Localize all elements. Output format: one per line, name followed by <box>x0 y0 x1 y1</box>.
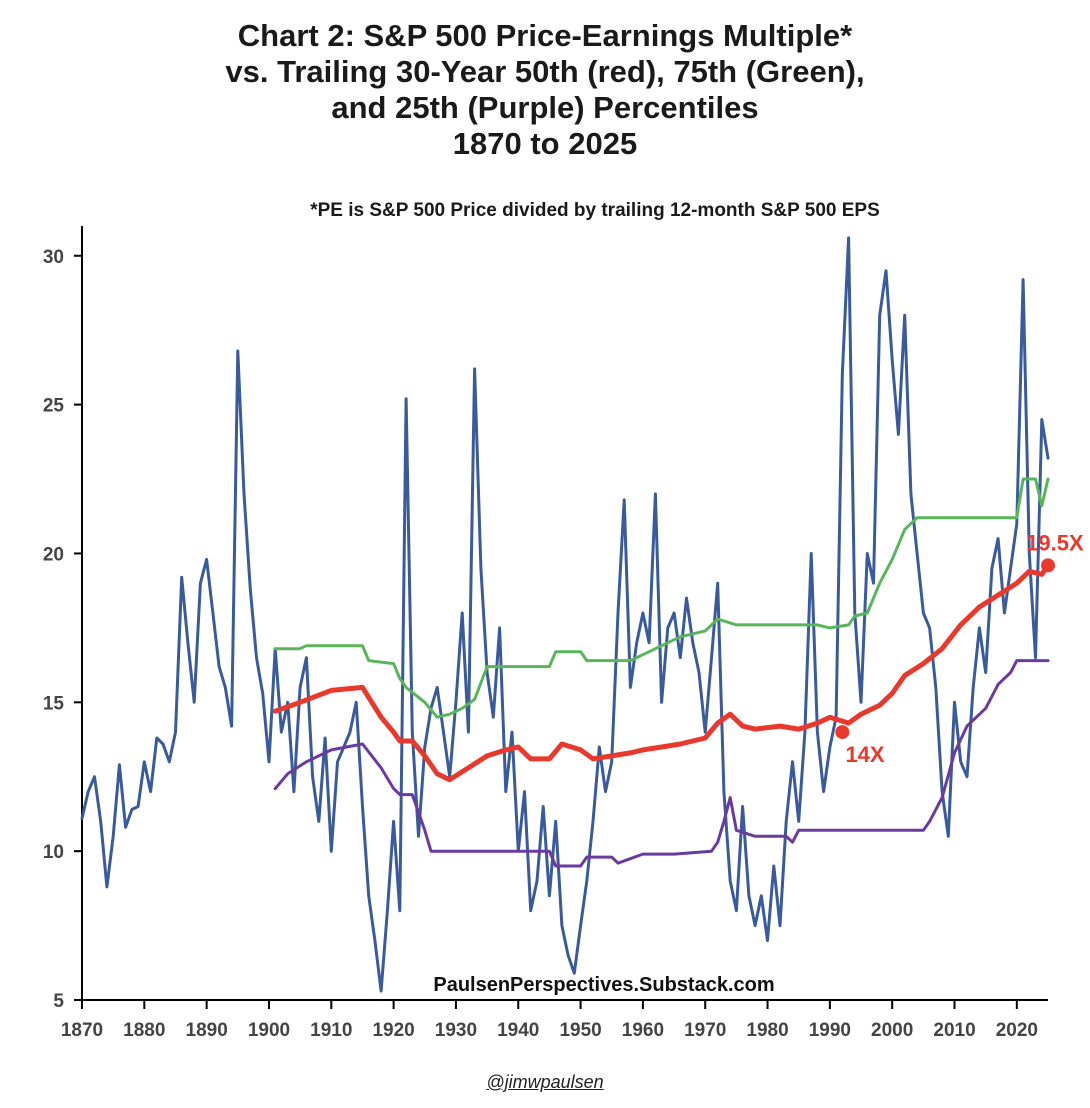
percentile-50-line <box>272 562 1051 783</box>
percentile-25-line <box>273 659 1050 868</box>
x-tick-label-1890: 1890 <box>186 1020 228 1041</box>
x-tick-label-1910: 1910 <box>310 1020 352 1041</box>
chart-title-line-3: and 25th (Purple) Percentiles <box>331 90 759 125</box>
y-tick-label-10: 10 <box>43 842 64 863</box>
x-tick-label-1900: 1900 <box>248 1020 290 1041</box>
marker-dot-0 <box>835 725 850 740</box>
x-tick-label-1940: 1940 <box>497 1020 539 1041</box>
x-tick-label-2020: 2020 <box>996 1020 1038 1041</box>
pe-line <box>80 236 1050 993</box>
y-tick-label-5: 5 <box>53 991 64 1012</box>
annotation-0: 14X <box>845 742 884 767</box>
x-tick-label-1870: 1870 <box>61 1020 103 1041</box>
x-tick-label-1930: 1930 <box>435 1020 477 1041</box>
x-tick-label-2000: 2000 <box>871 1020 913 1041</box>
chart-title-line-1: Chart 2: S&P 500 Price-Earnings Multiple… <box>237 18 853 53</box>
marker-dot-1 <box>1041 558 1055 573</box>
y-tick-label-25: 25 <box>43 396 65 417</box>
x-tick-label-1970: 1970 <box>684 1020 726 1041</box>
x-tick-label-1880: 1880 <box>123 1020 165 1041</box>
x-tick-label-1980: 1980 <box>746 1020 788 1041</box>
percentile-75-line <box>273 477 1050 719</box>
x-tick-label-1950: 1950 <box>559 1020 601 1041</box>
chart-markers: 14X 19.5X <box>835 530 1084 767</box>
chart-series <box>80 236 1051 993</box>
y-tick-label-30: 30 <box>43 247 64 268</box>
y-tick-label-20: 20 <box>43 544 64 565</box>
y-tick-label-15: 15 <box>43 693 65 714</box>
watermark-text: PaulsenPerspectives.Substack.com <box>433 974 774 996</box>
x-tick-label-1990: 1990 <box>809 1020 851 1041</box>
x-tick-label-2010: 2010 <box>933 1020 975 1041</box>
chart-title-line-2: vs. Trailing 30-Year 50th (red), 75th (G… <box>225 54 865 89</box>
x-tick-label-1960: 1960 <box>622 1020 664 1041</box>
chart-subtitle: *PE is S&P 500 Price divided by trailing… <box>310 200 880 221</box>
chart-axes: 5 10 15 20 25 30 1870 1880 1890 1900 1910 1920 1930 1… <box>43 226 1048 1041</box>
chart-title: Chart 2: S&P 500 Price-Earnings Multiple… <box>0 18 1090 162</box>
chart-title-line-4: 1870 to 2025 <box>452 126 638 161</box>
x-tick-label-1920: 1920 <box>372 1020 414 1041</box>
author-credit: @jimwpaulsen <box>486 1072 604 1092</box>
annotation-1: 19.5X <box>1026 530 1084 555</box>
